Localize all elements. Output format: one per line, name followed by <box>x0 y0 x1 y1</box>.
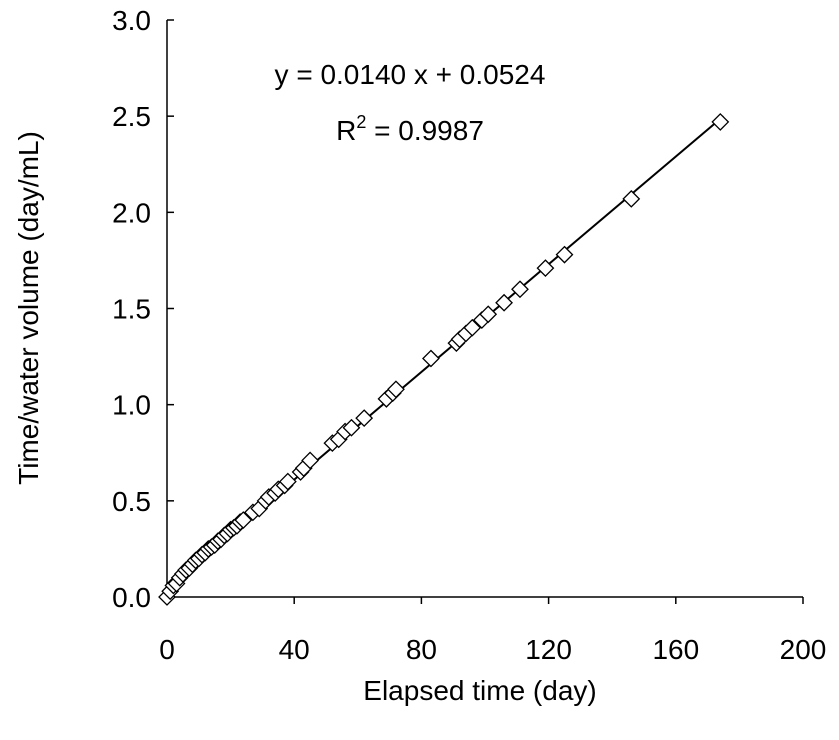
data-point <box>711 113 730 131</box>
data-point <box>479 305 498 324</box>
x-tick-label: 200 <box>780 634 827 665</box>
data-point <box>355 409 374 428</box>
data-point <box>495 293 513 312</box>
x-tick-label: 160 <box>652 634 699 665</box>
r-squared-rest: = 0.9987 <box>366 115 484 146</box>
y-tick-label: 0.5 <box>112 486 151 517</box>
x-tick-label: 80 <box>406 634 437 665</box>
data-point <box>555 245 574 264</box>
r-squared: R2 = 0.9987 <box>336 112 484 146</box>
y-tick-label: 0.0 <box>112 582 151 613</box>
data-point <box>422 349 440 368</box>
y-axis-title: Time/water volume (day/mL) <box>13 131 44 485</box>
data-point <box>301 451 320 470</box>
data-point <box>536 259 555 278</box>
y-tick-label: 2.5 <box>112 101 151 132</box>
data-point <box>278 472 297 491</box>
y-tick-label: 2.0 <box>112 197 151 228</box>
x-tick-label: 120 <box>525 634 572 665</box>
x-tick-label: 40 <box>279 634 310 665</box>
y-tick-label: 1.0 <box>112 390 151 421</box>
y-tick-label: 3.0 <box>112 5 151 36</box>
data-point <box>342 418 361 437</box>
data-point <box>463 318 482 337</box>
data-point <box>387 380 405 399</box>
trend-equation: y = 0.0140 x + 0.0524 <box>275 59 546 90</box>
x-tick-label: 0 <box>159 634 175 665</box>
r-squared-base: R <box>336 115 356 146</box>
r-squared-sup: 2 <box>356 112 366 132</box>
x-axis-title: Elapsed time (day) <box>363 675 596 706</box>
y-tick-label: 1.5 <box>112 294 151 325</box>
data-point <box>234 511 253 529</box>
data-point <box>622 189 641 208</box>
data-point <box>511 280 529 299</box>
